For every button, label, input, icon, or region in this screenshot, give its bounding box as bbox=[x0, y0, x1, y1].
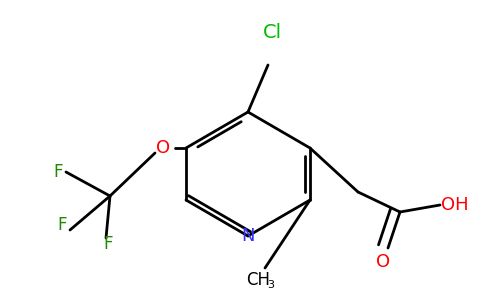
Text: O: O bbox=[156, 139, 170, 157]
Text: 3: 3 bbox=[268, 280, 274, 290]
Text: OH: OH bbox=[441, 196, 469, 214]
Text: Cl: Cl bbox=[262, 22, 282, 41]
Text: O: O bbox=[376, 253, 390, 271]
Text: F: F bbox=[103, 235, 113, 253]
Text: N: N bbox=[241, 227, 255, 245]
Text: F: F bbox=[57, 216, 67, 234]
Text: CH: CH bbox=[246, 271, 270, 289]
Text: F: F bbox=[53, 163, 63, 181]
